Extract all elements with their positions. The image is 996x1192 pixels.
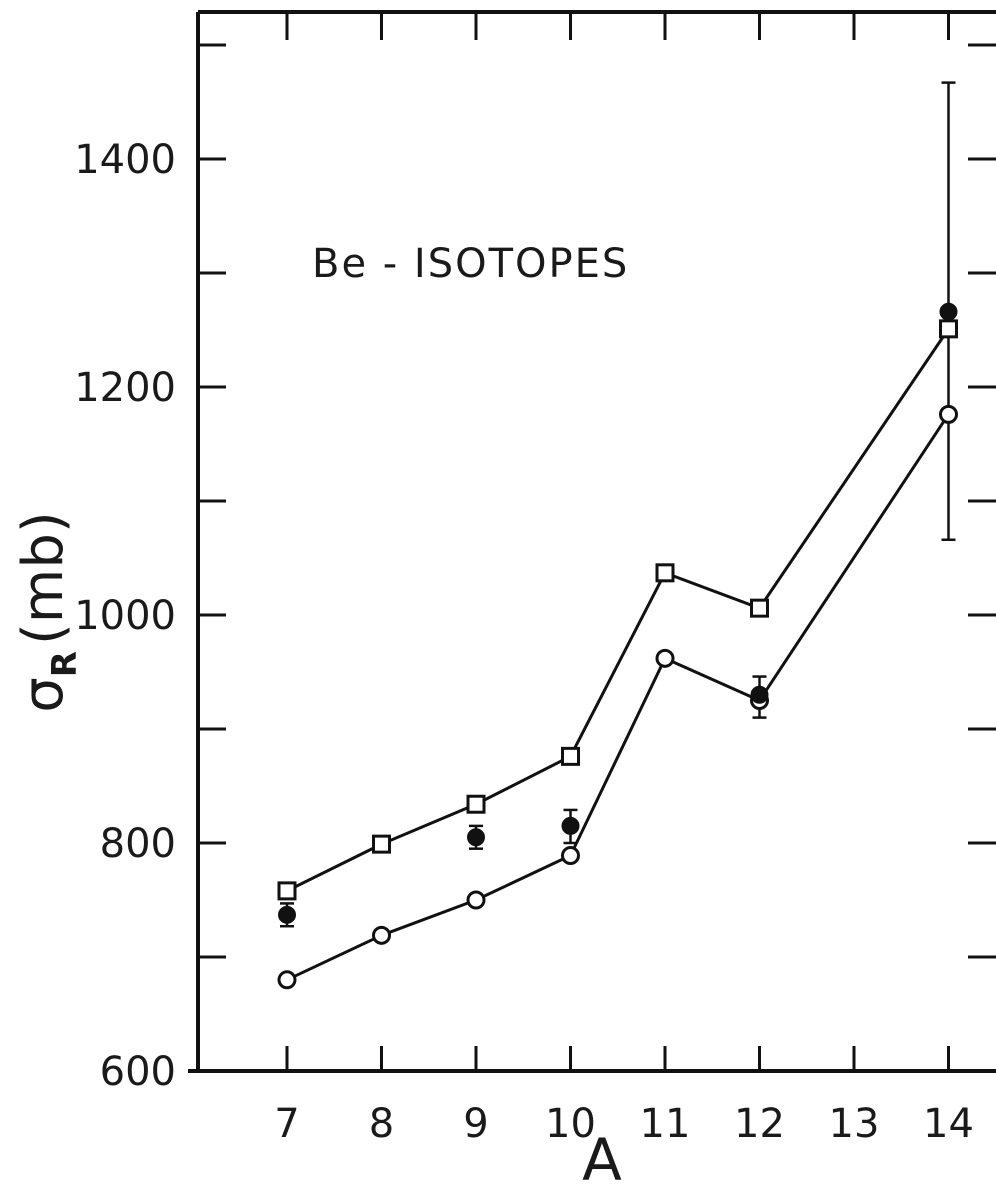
data-point-circle	[939, 404, 958, 424]
y-axis-title: σR (mb)	[11, 511, 85, 712]
data-point-square	[655, 563, 675, 583]
data-point-circle	[655, 648, 675, 668]
annotation-label: Be - ISOTOPES	[312, 241, 629, 287]
y-axis-unit: (mb)	[11, 511, 76, 645]
error-bars	[280, 81, 956, 928]
y-tick-label: 1200	[74, 365, 176, 411]
data-point-circle	[372, 925, 391, 945]
series-line	[286, 328, 950, 893]
data-point-circle	[277, 970, 297, 990]
data-point-square	[561, 746, 580, 766]
y-tick-label: 1400	[74, 137, 176, 183]
data-point-square	[277, 881, 297, 901]
y-tick-label: 1000	[74, 593, 176, 639]
x-tick-label: 10	[545, 1101, 596, 1147]
y-axis-symbol: σ	[11, 677, 76, 713]
data-point-square	[466, 794, 486, 814]
data-point-square	[939, 319, 958, 339]
data-point-filled	[750, 685, 769, 704]
series-lines	[286, 328, 950, 982]
y-tick-label: 600	[100, 1049, 176, 1095]
data-point-filled	[939, 302, 958, 321]
data-point-circle	[466, 890, 486, 910]
x-tick-label: 9	[463, 1101, 488, 1147]
data-point-filled	[278, 905, 296, 924]
data-point-square	[750, 598, 769, 618]
x-tick-label: 7	[274, 1101, 299, 1147]
x-tick-labels: 7 8 9 10 11 12 13 14	[274, 1101, 974, 1147]
y-tick-label: 800	[100, 821, 176, 867]
x-tick-label: 12	[734, 1101, 785, 1147]
axis-ticks	[198, 12, 996, 1071]
data-point-circle	[561, 846, 580, 866]
x-tick-label: 8	[369, 1101, 394, 1147]
data-point-filled	[561, 816, 580, 835]
x-tick-label: 13	[829, 1101, 880, 1147]
y-axis-subscript: R	[45, 651, 85, 677]
data-point-square	[372, 834, 391, 854]
x-tick-label: 11	[640, 1101, 691, 1147]
series-line	[286, 413, 950, 982]
x-tick-label: 14	[923, 1101, 974, 1147]
x-axis-title: A	[582, 1126, 622, 1192]
data-point-filled	[467, 828, 485, 847]
series-markers	[277, 302, 958, 990]
y-tick-labels: 600 800 1000 1200 1400	[74, 137, 176, 1095]
